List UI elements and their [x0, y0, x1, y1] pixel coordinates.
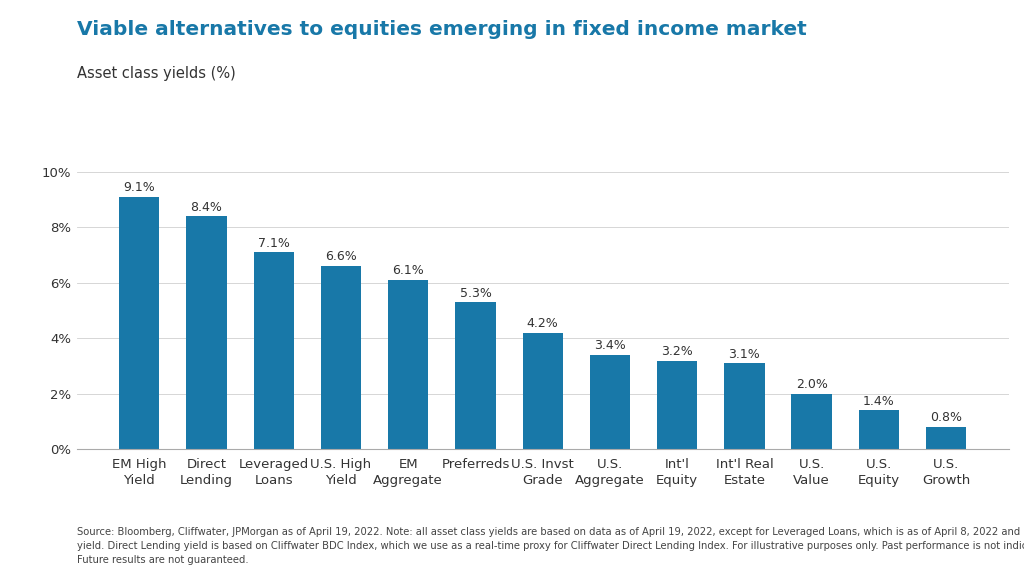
Text: Source: Bloomberg, Cliffwater, JPMorgan as of April 19, 2022. Note: all asset cl: Source: Bloomberg, Cliffwater, JPMorgan …: [77, 527, 1024, 565]
Text: 0.8%: 0.8%: [930, 411, 963, 425]
Text: 9.1%: 9.1%: [124, 181, 156, 194]
Bar: [724, 363, 765, 449]
Bar: [321, 266, 361, 449]
Bar: [792, 394, 831, 449]
Text: 3.4%: 3.4%: [594, 339, 626, 352]
Text: 1.4%: 1.4%: [863, 395, 895, 408]
Text: 6.1%: 6.1%: [392, 264, 424, 277]
Text: Viable alternatives to equities emerging in fixed income market: Viable alternatives to equities emerging…: [77, 20, 807, 39]
Text: 6.6%: 6.6%: [326, 251, 357, 263]
Text: 5.3%: 5.3%: [460, 286, 492, 300]
Text: Asset class yields (%): Asset class yields (%): [77, 66, 236, 81]
Text: 3.2%: 3.2%: [662, 345, 693, 358]
Bar: [186, 217, 226, 449]
Bar: [590, 355, 630, 449]
Bar: [859, 411, 899, 449]
Text: 2.0%: 2.0%: [796, 378, 827, 391]
Bar: [657, 361, 697, 449]
Bar: [456, 302, 496, 449]
Text: 3.1%: 3.1%: [728, 347, 760, 361]
Text: 4.2%: 4.2%: [526, 317, 559, 330]
Text: 8.4%: 8.4%: [190, 200, 222, 214]
Text: 7.1%: 7.1%: [258, 237, 290, 249]
Bar: [254, 252, 294, 449]
Bar: [926, 427, 967, 449]
Bar: [388, 280, 428, 449]
Bar: [522, 333, 563, 449]
Bar: [119, 197, 160, 449]
